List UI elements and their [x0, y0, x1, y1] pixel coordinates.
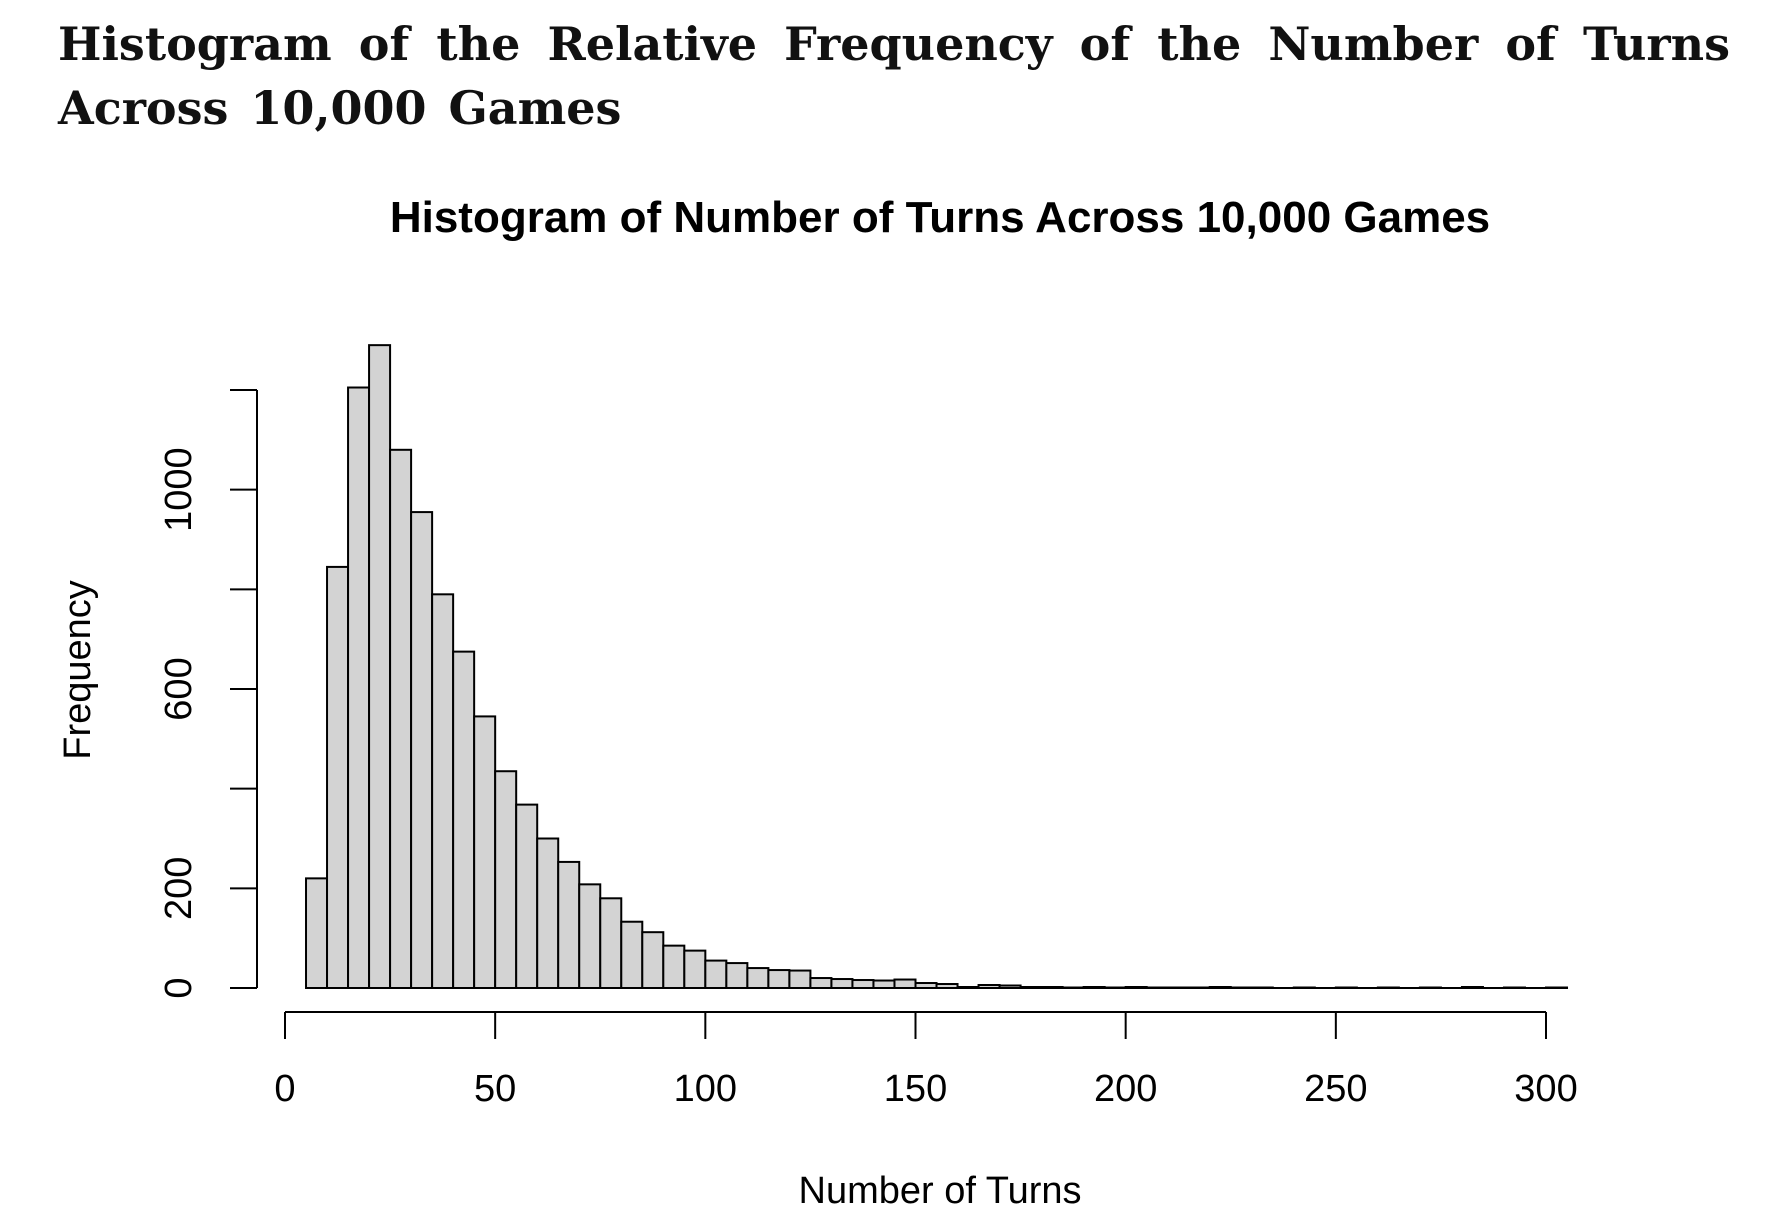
y-tick-label: 200: [158, 857, 200, 920]
x-tick-label: 150: [884, 1068, 947, 1110]
histogram-bar: [704, 959, 728, 990]
histogram-bar: [641, 931, 665, 989]
x-axis: 0 50 100 150 200 250 300: [274, 1011, 1578, 1110]
histogram-bar: [1208, 986, 1232, 990]
y-axis: 0 200 600 1000: [158, 389, 258, 999]
x-axis-label: Number of Turns: [799, 1170, 1082, 1212]
chart-title: Histogram of Number of Turns Across 10,0…: [390, 193, 1490, 242]
histogram-bar: [788, 969, 812, 990]
histogram-bar: [746, 967, 770, 989]
histogram-bar: [977, 984, 1001, 990]
x-tick-label: 200: [1094, 1068, 1157, 1110]
histogram-bar: [809, 977, 833, 989]
histogram-bar: [473, 715, 497, 989]
histogram-bar: [662, 944, 686, 989]
histogram-bar: [389, 448, 413, 989]
histogram-bar: [410, 511, 434, 989]
y-axis-label: Frequency: [57, 580, 99, 760]
histogram-bar: [1019, 986, 1043, 990]
x-tick-label: 300: [1514, 1068, 1577, 1110]
histogram-bar: [998, 984, 1022, 990]
histogram-bar: [725, 962, 749, 989]
histogram-bar: [536, 837, 560, 989]
histogram-bar: [935, 983, 959, 989]
y-tick-label: 0: [158, 977, 200, 998]
histogram-bar: [599, 897, 623, 989]
histogram-bar: [893, 978, 917, 989]
document-title: Histogram of the Relative Frequency of t…: [58, 17, 1730, 135]
y-tick-label: 1000: [158, 447, 200, 532]
histogram-bar: [368, 344, 392, 989]
histogram-bar: [1124, 986, 1148, 990]
x-tick-label: 100: [674, 1068, 737, 1110]
histogram-bar: [683, 949, 707, 989]
histogram-bar: [956, 986, 980, 990]
histogram-bar: [431, 593, 455, 989]
histogram-bar: [305, 877, 329, 989]
histogram-bar: [347, 386, 371, 989]
histogram-bar: [620, 920, 644, 990]
histogram-bar: [1460, 986, 1484, 990]
histogram-bar: [515, 803, 539, 990]
y-tick-label: 600: [158, 657, 200, 720]
x-tick-label: 50: [474, 1068, 516, 1110]
histogram-bar: [851, 979, 875, 990]
bars-group: [305, 344, 1569, 990]
histogram-bar: [1040, 986, 1064, 990]
histogram-bar: [494, 770, 518, 989]
histogram-bar: [1082, 986, 1106, 990]
histogram-bar: [452, 650, 476, 989]
histogram-bar: [578, 883, 602, 990]
x-tick-label: 250: [1304, 1068, 1367, 1110]
histogram-bar: [767, 969, 791, 989]
histogram-bar: [872, 979, 896, 990]
histogram-bar: [830, 978, 854, 990]
histogram-bar: [557, 860, 581, 990]
histogram-bar: [326, 565, 350, 989]
histogram-bar: [914, 982, 938, 989]
x-tick-label: 0: [274, 1068, 295, 1110]
